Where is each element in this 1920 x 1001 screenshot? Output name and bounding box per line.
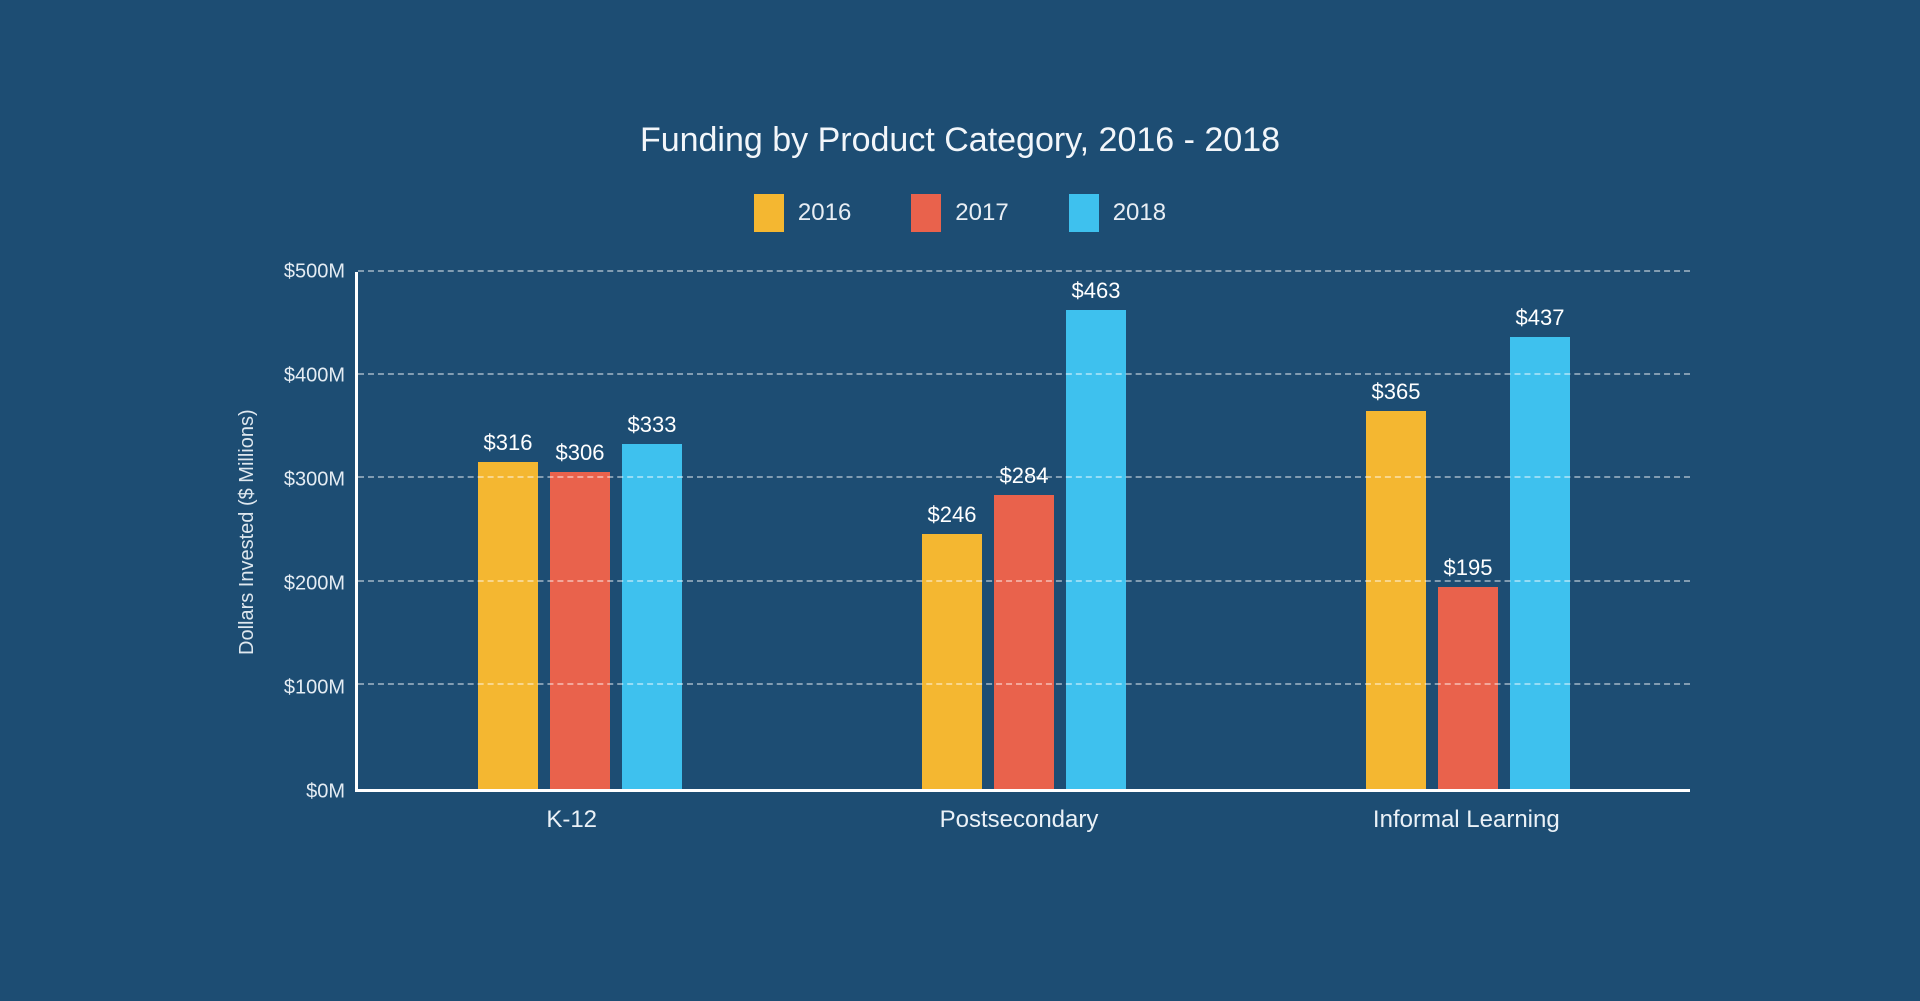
bar-2018: $333: [622, 444, 682, 788]
y-tick: $200M: [284, 572, 345, 595]
bar-2016: $365: [1366, 411, 1426, 788]
y-tick: $300M: [284, 468, 345, 491]
bar-value-label: $463: [1072, 278, 1121, 310]
legend-item-2017: 2017: [911, 194, 1008, 232]
bar-value-label: $316: [484, 430, 533, 462]
bar-2018: $463: [1066, 310, 1126, 789]
bar-group: $246$284$463: [802, 272, 1246, 789]
chart-title: Funding by Product Category, 2016 - 2018: [230, 121, 1690, 160]
gridline: [358, 580, 1690, 582]
legend-item-2018: 2018: [1069, 194, 1166, 232]
plot-area: $316$306$333$246$284$463$365$195$437: [355, 272, 1690, 792]
legend-item-2016: 2016: [754, 194, 851, 232]
y-tick: $100M: [284, 676, 345, 699]
bar-value-label: $284: [1000, 463, 1049, 495]
legend-swatch: [911, 194, 941, 232]
bar-value-label: $333: [628, 412, 677, 444]
bar-group: $365$195$437: [1246, 272, 1690, 789]
bar-groups: $316$306$333$246$284$463$365$195$437: [358, 272, 1690, 789]
bar-value-label: $365: [1372, 379, 1421, 411]
chart-legend: 2016 2017 2018: [230, 194, 1690, 232]
bar-2016: $316: [478, 462, 538, 789]
legend-label: 2018: [1113, 199, 1166, 227]
x-axis-label: K-12: [348, 792, 795, 834]
gridline: [358, 270, 1690, 272]
legend-swatch: [754, 194, 784, 232]
x-axis-label: Postsecondary: [795, 792, 1242, 834]
funding-chart: Funding by Product Category, 2016 - 2018…: [200, 101, 1720, 901]
bar-2017: $284: [994, 495, 1054, 789]
legend-label: 2016: [798, 199, 851, 227]
gridline: [358, 476, 1690, 478]
x-axis-labels: K-12PostsecondaryInformal Learning: [348, 792, 1690, 834]
gridline: [358, 683, 1690, 685]
gridline: [358, 373, 1690, 375]
bar-2017: $306: [550, 472, 610, 788]
bar-value-label: $306: [556, 440, 605, 472]
y-tick: $0M: [306, 780, 345, 803]
y-axis-label: Dollars Invested ($ Millions): [230, 272, 265, 792]
bar-2018: $437: [1510, 337, 1570, 789]
legend-label: 2017: [955, 199, 1008, 227]
y-axis-ticks: $0M$100M$200M$300M$400M$500M: [265, 272, 355, 792]
bar-value-label: $437: [1516, 305, 1565, 337]
x-axis-label: Informal Learning: [1243, 792, 1690, 834]
bar-value-label: $195: [1444, 555, 1493, 587]
plot-row: Dollars Invested ($ Millions) $0M$100M$2…: [230, 272, 1690, 792]
bar-2017: $195: [1438, 587, 1498, 789]
y-tick: $500M: [284, 260, 345, 283]
bar-value-label: $246: [928, 502, 977, 534]
y-tick: $400M: [284, 364, 345, 387]
bar-group: $316$306$333: [358, 272, 802, 789]
bar-2016: $246: [922, 534, 982, 788]
legend-swatch: [1069, 194, 1099, 232]
